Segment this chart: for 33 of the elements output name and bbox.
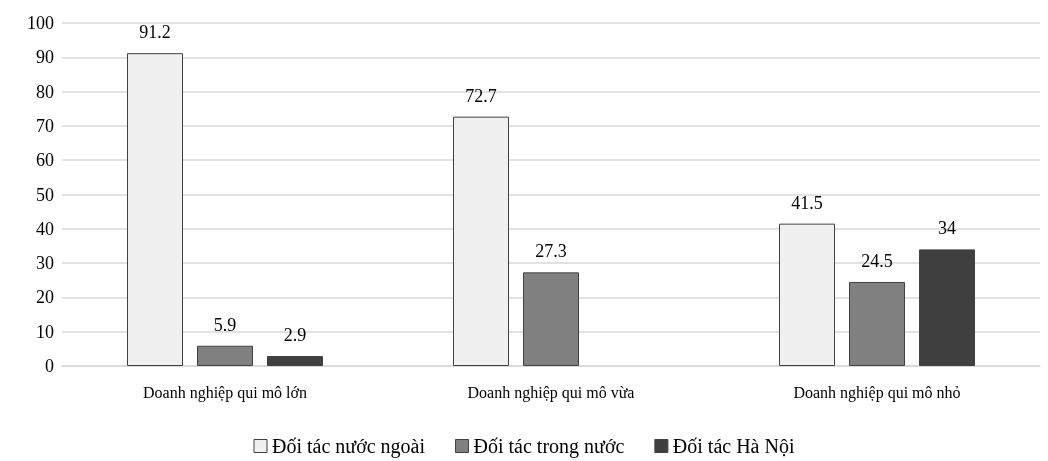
- bar: [267, 356, 323, 366]
- y-tick-label: 100: [27, 13, 54, 33]
- x-tick-label: Doanh nghiệp qui mô lớn: [143, 383, 307, 402]
- bar: [849, 281, 905, 366]
- x-tick-label: Doanh nghiệp qui mô vừa: [467, 383, 635, 402]
- y-tick-label: 50: [36, 184, 54, 205]
- y-tick-label: 0: [45, 356, 54, 376]
- bar: [919, 249, 975, 366]
- bar: [779, 223, 835, 366]
- x-tick-label: Doanh nghiệp qui mô nhỏ: [793, 383, 961, 402]
- data-label: 41.5: [791, 192, 823, 213]
- bar: [453, 116, 509, 366]
- y-tick-label: 60: [36, 150, 54, 171]
- y-tick-label: 20: [36, 287, 54, 308]
- legend-label: Đối tác trong nước: [473, 435, 625, 458]
- data-label: 5.9: [213, 314, 237, 335]
- data-label: 72.7: [465, 85, 497, 106]
- legend-label: Đối tác Hà Nội: [672, 435, 795, 457]
- y-tick-label: 70: [36, 115, 54, 136]
- bar: [127, 53, 183, 366]
- y-tick-label: 40: [36, 218, 54, 239]
- bar: [523, 272, 579, 366]
- bar: [197, 345, 253, 366]
- data-label: 2.9: [283, 325, 307, 346]
- data-label: 91.2: [139, 22, 171, 43]
- data-label: 34: [938, 218, 956, 239]
- y-tick-label: 10: [36, 321, 54, 342]
- legend-label: Đối tác nước ngoài: [272, 435, 426, 458]
- y-tick-label: 90: [36, 47, 54, 68]
- y-tick-label: 30: [36, 253, 54, 274]
- data-label: 24.5: [861, 250, 893, 271]
- y-tick-label: 80: [36, 81, 54, 102]
- data-label: 27.3: [535, 241, 567, 262]
